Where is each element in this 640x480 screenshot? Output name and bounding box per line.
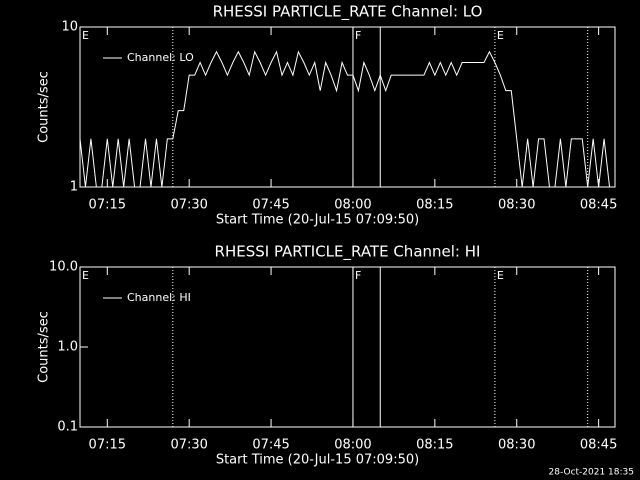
flag-label: E [497,269,504,282]
x-tick-label: 07:30 [170,438,207,453]
flag-label: E [82,29,89,42]
x-tick-label: 08:45 [580,198,617,213]
x-tick-label: 07:45 [252,198,289,213]
y-tick-label: 10.0 [49,260,78,275]
data-line [79,50,611,188]
x-tick-label: 08:30 [498,438,535,453]
x-tick-label: 07:15 [89,198,126,213]
x-tick-label: 08:30 [498,198,535,213]
y-axis-label: Counts/sec [37,311,52,383]
footer-date: 28-Oct-2021 18:35 [549,468,634,478]
y-tick-label: 1 [70,180,78,195]
chart-title: RHESSI PARTICLE_RATE Channel: LO [213,3,483,22]
flag-label: E [497,29,504,42]
x-axis-label: Start Time (20-Jul-15 07:09:50) [216,213,419,228]
y-tick-label: 1.0 [57,340,78,355]
flag-label: F [355,269,361,282]
x-tick-label: 08:15 [416,438,453,453]
x-tick-label: 08:00 [334,438,371,453]
y-tick-label: 0.1 [57,420,78,435]
x-axis-label: Start Time (20-Jul-15 07:09:50) [216,453,419,468]
x-tick-label: 07:30 [170,198,207,213]
x-tick-label: 07:45 [252,438,289,453]
flag-label: E [82,269,89,282]
chart-title: RHESSI PARTICLE_RATE Channel: HI [215,243,481,262]
y-tick-label: 10 [61,20,78,35]
x-tick-label: 08:00 [334,198,371,213]
y-axis-label: Counts/sec [37,71,52,143]
x-tick-label: 08:15 [416,198,453,213]
flag-label: F [355,29,361,42]
plot-frame [79,26,616,188]
legend-label: Channel: HI [127,291,191,304]
x-tick-label: 08:45 [580,438,617,453]
x-tick-label: 07:15 [89,438,126,453]
legend-label: Channel: LO [127,51,194,64]
